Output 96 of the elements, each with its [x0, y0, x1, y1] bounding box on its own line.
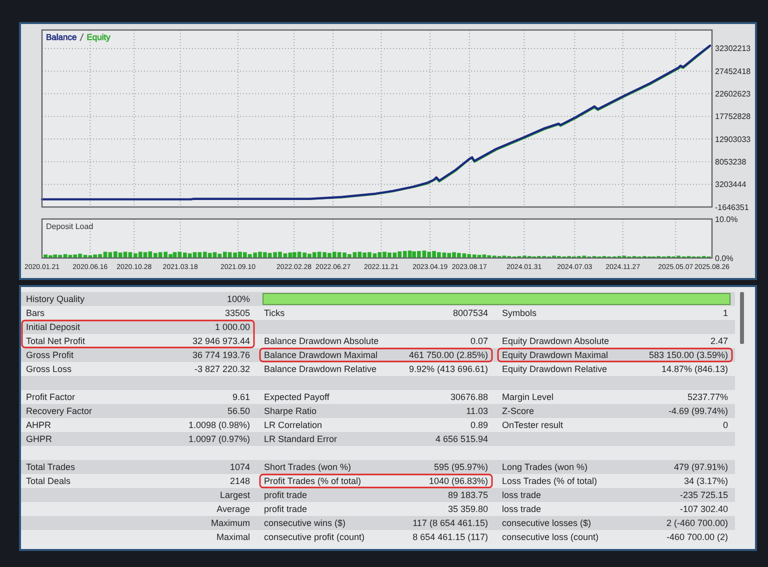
- text: 14.87% (846.13): [661, 364, 728, 374]
- text: Maximal: [216, 532, 250, 542]
- text: Balance Drawdown Maximal: [264, 350, 378, 360]
- y-tick-label: 27452418: [715, 66, 752, 76]
- y-tick-label: 3203444: [715, 180, 747, 190]
- text: 0.07: [470, 336, 488, 346]
- text: -107 302.40: [680, 504, 728, 514]
- y-tick-label: 8053238: [715, 157, 747, 166]
- text: Total Deals: [26, 476, 72, 486]
- chart-title: Deposit Load: [46, 222, 94, 231]
- text: Equity Drawdown Absolute: [502, 336, 610, 346]
- y-tick-label: -1646351: [715, 202, 750, 212]
- y-tick-label: 0.0%: [715, 254, 734, 263]
- text: profit trade: [264, 490, 308, 500]
- text: 479 (97.91%): [674, 462, 728, 472]
- text: Equity Drawdown Relative: [502, 364, 608, 374]
- text: 11.03: [466, 406, 488, 416]
- text: Profit Factor: [26, 392, 76, 402]
- y-tick-label: 32302213: [715, 44, 752, 54]
- line-series: [40, 44, 712, 200]
- text: 1074: [230, 462, 250, 472]
- text: Long Trades (won %): [502, 462, 588, 472]
- text: loss trade: [502, 504, 542, 514]
- text: Short Trades (won %): [264, 462, 352, 472]
- text: Sharpe Ratio: [264, 406, 317, 416]
- text: consecutive profit (count): [264, 532, 365, 542]
- text: 5237.77%: [687, 392, 728, 402]
- text: GHPR: [26, 434, 53, 444]
- text: 1040 (96.83%): [428, 476, 488, 486]
- text: 1.0097 (0.97%): [188, 434, 250, 444]
- text: 0: [722, 420, 728, 430]
- text: AHPR: [26, 420, 52, 430]
- text: 34 (3.17%): [684, 476, 728, 486]
- text: 9.92% (413 696.61): [408, 364, 488, 374]
- text: Expected Payoff: [264, 392, 330, 402]
- text: 0.89: [470, 420, 488, 430]
- text: Ticks: [264, 308, 286, 318]
- text: Balance Drawdown Relative: [264, 364, 377, 374]
- text: 1.0098 (0.98%): [188, 420, 250, 430]
- text: Largest: [220, 490, 250, 500]
- text: profit trade: [264, 504, 308, 514]
- y-tick-label: 12903033: [715, 134, 752, 144]
- text: loss trade: [502, 490, 542, 500]
- text: 2.47: [710, 336, 728, 346]
- text: -235 725.15: [680, 490, 728, 500]
- text: Symbols: [502, 308, 538, 318]
- text: 1: [722, 308, 728, 318]
- text: 117 (8 654 461.15): [412, 518, 488, 528]
- text: LR Standard Error: [264, 434, 338, 444]
- text: 56.50: [227, 406, 250, 416]
- text: 30676.88: [450, 392, 488, 402]
- text: Maximum: [210, 518, 250, 528]
- text: 35 359.80: [448, 504, 488, 514]
- text: consecutive wins ($): [264, 518, 346, 528]
- text: 32 946 973.44: [192, 336, 250, 346]
- y-tick-label: 22602623: [715, 90, 752, 99]
- text: History Quality: [26, 294, 86, 304]
- text: Total Trades: [26, 462, 76, 472]
- text: 9.61: [232, 392, 250, 402]
- text: OnTester result: [502, 420, 564, 430]
- text: Total Net Profit: [26, 336, 86, 346]
- text: Initial Deposit: [26, 322, 81, 332]
- text: 100%: [226, 294, 250, 304]
- text: consecutive loss (count): [502, 532, 599, 542]
- text: Margin Level: [502, 392, 554, 402]
- text: 8 654 461.15 (117): [412, 532, 488, 542]
- text: -3 827 220.32: [194, 364, 250, 374]
- text: Average: [216, 504, 250, 514]
- text: 1 000.00: [214, 322, 250, 332]
- text: consecutive losses ($): [502, 518, 592, 528]
- text: 2148: [230, 476, 250, 486]
- text: Loss Trades (% of total): [502, 476, 598, 486]
- text: 89 183.75: [448, 490, 488, 500]
- text: Balance: [46, 32, 77, 42]
- text: LR Correlation: [264, 420, 322, 430]
- text: Z-Score: [502, 406, 534, 416]
- text: 583 150.00 (3.59%): [648, 350, 728, 360]
- text: 36 774 193.76: [192, 350, 250, 360]
- text: -460 700.00 (2): [666, 532, 728, 542]
- text: Gross Loss: [26, 364, 72, 374]
- text: -4.69 (99.74%): [668, 406, 728, 416]
- text: Profit Trades (% of total): [264, 476, 362, 486]
- text: 461 750.00 (2.85%): [408, 350, 488, 360]
- text: 595 (95.97%): [434, 462, 488, 472]
- text: 4 656 515.94: [435, 434, 488, 444]
- text: 8007534: [452, 308, 488, 318]
- text: Equity: [86, 32, 112, 42]
- text: Recovery Factor: [26, 406, 92, 416]
- text: Equity Drawdown Maximal: [502, 350, 608, 360]
- y-tick-label: 10.0%: [715, 214, 738, 224]
- text: 2 (-460 700.00): [666, 518, 728, 528]
- text: Bars: [26, 308, 46, 318]
- text: 33505: [224, 308, 250, 318]
- text: Gross Profit: [26, 350, 74, 360]
- text: Balance Drawdown Absolute: [264, 336, 379, 346]
- y-tick-label: 17752828: [715, 112, 752, 122]
